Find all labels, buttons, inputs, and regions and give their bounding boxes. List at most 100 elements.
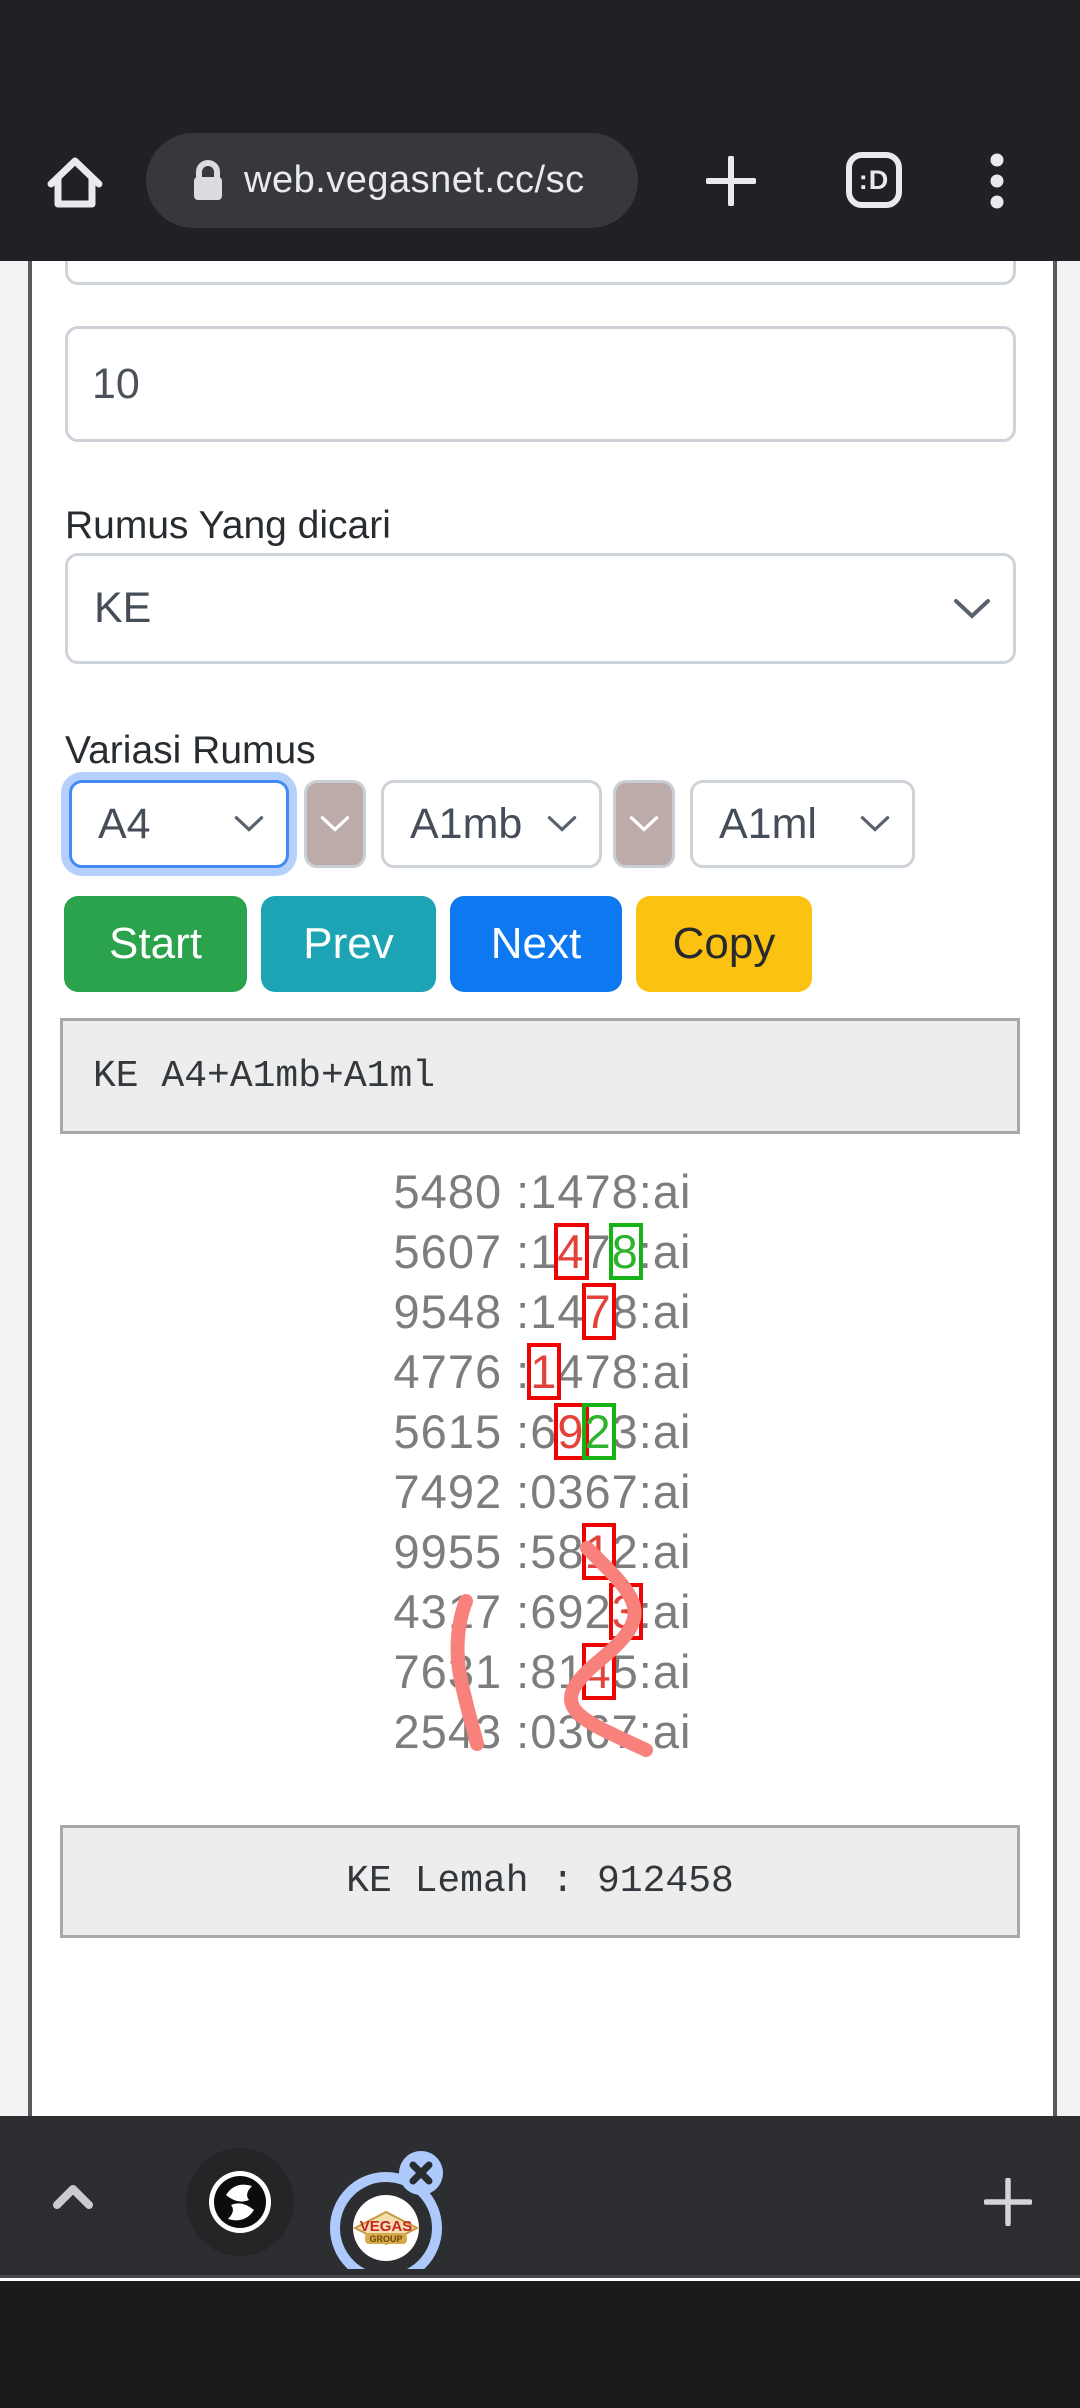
digit: 0 (530, 1465, 558, 1518)
vegas-logo-subtext: GROUP (369, 2234, 402, 2244)
variasi-operator-select-1[interactable] (304, 780, 366, 868)
rumus-select[interactable]: KE (65, 553, 1016, 664)
home-icon[interactable] (46, 152, 104, 210)
prev-button[interactable]: Prev (261, 896, 436, 992)
digit: 7 (611, 1705, 639, 1758)
chevron-down-icon (954, 598, 990, 619)
marked-digit-red: 1 (527, 1342, 562, 1402)
variasi-select-row: A4 A1mb (69, 780, 915, 868)
variasi-a-value: A4 (98, 799, 151, 848)
digit: 3 (557, 1465, 585, 1518)
variasi-select-a[interactable]: A4 (69, 780, 289, 868)
digit: 0 (530, 1705, 558, 1758)
marked-digit-red: 9 (554, 1402, 589, 1462)
number-row: 9548 :1478:ai (32, 1282, 1053, 1342)
digit: 1 (557, 1645, 585, 1698)
digit: 5 (530, 1525, 558, 1578)
chevron-down-icon (234, 816, 264, 832)
action-buttons: Start Prev Next Copy (64, 896, 812, 992)
chevron-down-icon (547, 816, 577, 832)
variasi-label: Variasi Rumus (65, 729, 316, 772)
lock-icon[interactable] (190, 159, 226, 203)
close-bubble-icon[interactable] (399, 2151, 443, 2195)
weak-text: KE Lemah : 912458 (346, 1860, 734, 1903)
digit: 7 (611, 1465, 639, 1518)
chevron-down-icon (629, 816, 659, 832)
digit: 1 (530, 1285, 558, 1338)
start-button[interactable]: Start (64, 896, 247, 992)
rumus-label: Rumus Yang dicari (65, 504, 391, 547)
digit: 8 (611, 1165, 639, 1218)
digit: 1 (530, 1165, 558, 1218)
digit: 1 (530, 1225, 558, 1278)
number-list: 5480 :1478:ai 5607 :1478:ai 9548 :1478:ai 4… (32, 1162, 1053, 1762)
variasi-c-value: A1ml (719, 799, 817, 848)
browser-bubble-icon[interactable] (185, 2147, 295, 2257)
tab-switcher-icon[interactable]: :D (846, 152, 902, 208)
digit: 6 (584, 1705, 612, 1758)
digit: 9 (557, 1585, 585, 1638)
tab-count: :D (858, 164, 890, 195)
rumus-select-value: KE (94, 584, 152, 632)
variasi-operator-select-2[interactable] (613, 780, 675, 868)
new-tab-plus-icon[interactable] (706, 156, 756, 206)
digit: 3 (557, 1705, 585, 1758)
number-row: 4776 :1478:ai (32, 1342, 1053, 1402)
collapse-chevron-icon[interactable] (52, 2184, 94, 2210)
number-row: 5607 :1478:ai (32, 1222, 1053, 1282)
number-row: 5615 :6923:ai (32, 1402, 1053, 1462)
digit: 6 (584, 1465, 612, 1518)
vegas-logo-text: VEGAS (360, 2218, 413, 2235)
marked-digit-green: 8 (608, 1222, 643, 1282)
url-text: web.vegasnet.cc/sc (244, 159, 585, 201)
weak-output: KE Lemah : 912458 (60, 1825, 1020, 1938)
page-background: Rumus Yang dicari KE Variasi Rumus A4 (0, 261, 1080, 2116)
digit: 3 (611, 1405, 639, 1458)
marked-digit-red: 4 (581, 1642, 616, 1702)
web-page: Rumus Yang dicari KE Variasi Rumus A4 (28, 261, 1057, 2116)
digit: 8 (557, 1525, 585, 1578)
digit: 4 (557, 1345, 585, 1398)
digit: 7 (584, 1225, 612, 1278)
number-row: 7631 :8145:ai (32, 1642, 1053, 1702)
chevron-down-icon (320, 816, 350, 832)
number-row: 5480 :1478:ai (32, 1162, 1053, 1222)
digit: 8 (611, 1285, 639, 1338)
formula-output: KE A4+A1mb+A1ml (60, 1018, 1020, 1134)
marked-digit-red: 7 (581, 1282, 616, 1342)
digit: 5 (611, 1645, 639, 1698)
formula-text: KE A4+A1mb+A1ml (93, 1054, 436, 1098)
address-bar[interactable]: web.vegasnet.cc/sc (146, 133, 638, 228)
copy-button[interactable]: Copy (636, 896, 812, 992)
number-row: 4317 :6923:ai (32, 1582, 1053, 1642)
add-bubble-icon[interactable] (984, 2178, 1032, 2226)
variasi-select-b[interactable]: A1mb (381, 780, 602, 868)
count-input[interactable] (65, 326, 1016, 442)
digit: 8 (530, 1645, 558, 1698)
variasi-select-c[interactable]: A1ml (690, 780, 915, 868)
next-button[interactable]: Next (450, 896, 622, 992)
number-row: 9955 :5812:ai (32, 1522, 1053, 1582)
number-row: 2543 :0367:ai (32, 1702, 1053, 1762)
browser-topbar: web.vegasnet.cc/sc :D (0, 0, 1080, 261)
vegas-bubble-icon[interactable]: VEGAS GROUP (325, 2144, 450, 2269)
marked-digit-red: 1 (581, 1522, 616, 1582)
digit: 2 (584, 1585, 612, 1638)
overflow-menu-icon[interactable] (984, 151, 1010, 211)
digit: 8 (611, 1345, 639, 1398)
digit: 7 (584, 1345, 612, 1398)
marked-digit-red: 3 (608, 1582, 643, 1642)
gesture-nav-area (0, 2281, 1080, 2408)
digit: 2 (611, 1525, 639, 1578)
digit: 4 (557, 1165, 585, 1218)
digit: 6 (530, 1585, 558, 1638)
digit: 4 (557, 1285, 585, 1338)
bubble-bar: VEGAS GROUP (0, 2116, 1080, 2278)
marked-digit-red: 4 (554, 1222, 589, 1282)
number-row: 7492 :0367:ai (32, 1462, 1053, 1522)
previous-input-partial[interactable] (65, 261, 1016, 285)
digit: 6 (530, 1405, 558, 1458)
marked-digit-green: 2 (581, 1402, 616, 1462)
chevron-down-icon (860, 816, 890, 832)
